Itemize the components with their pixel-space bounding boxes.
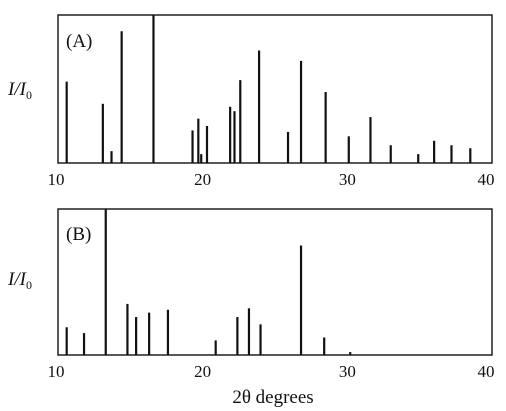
panel-b-y-axis-label: I/I0 <box>7 269 32 292</box>
panel-a-x-tick-label: 30 <box>339 170 356 189</box>
panel-b-x-tick-label: 20 <box>194 362 211 381</box>
panel-a-x-ticks: 10 20 30 40 <box>48 170 495 189</box>
panel-a-label: (A) <box>66 31 92 52</box>
panel-a-x-tick-label: 40 <box>478 170 495 189</box>
panel-b-x-tick-label: 40 <box>478 362 495 381</box>
panel-b-x-ticks: 10 20 30 40 <box>48 362 495 381</box>
x-axis-label: 2θ degrees <box>232 387 313 408</box>
panel-b-label: (B) <box>66 224 91 245</box>
panel-a: (A) I/I0 10 20 30 40 <box>7 14 495 189</box>
panel-b-frame <box>57 208 493 356</box>
panel-b: (B) I/I0 10 20 30 40 2θ degrees <box>7 208 495 408</box>
panel-a-frame <box>57 14 493 164</box>
panel-b-x-tick-label: 10 <box>48 362 65 381</box>
panel-b-bars <box>65 209 352 355</box>
panel-a-bars <box>65 15 472 163</box>
panel-b-x-tick-label: 30 <box>339 362 356 381</box>
panel-a-x-tick-label: 20 <box>194 170 211 189</box>
panel-a-y-axis-label: I/I0 <box>7 79 32 102</box>
panel-a-x-tick-label: 10 <box>48 170 65 189</box>
